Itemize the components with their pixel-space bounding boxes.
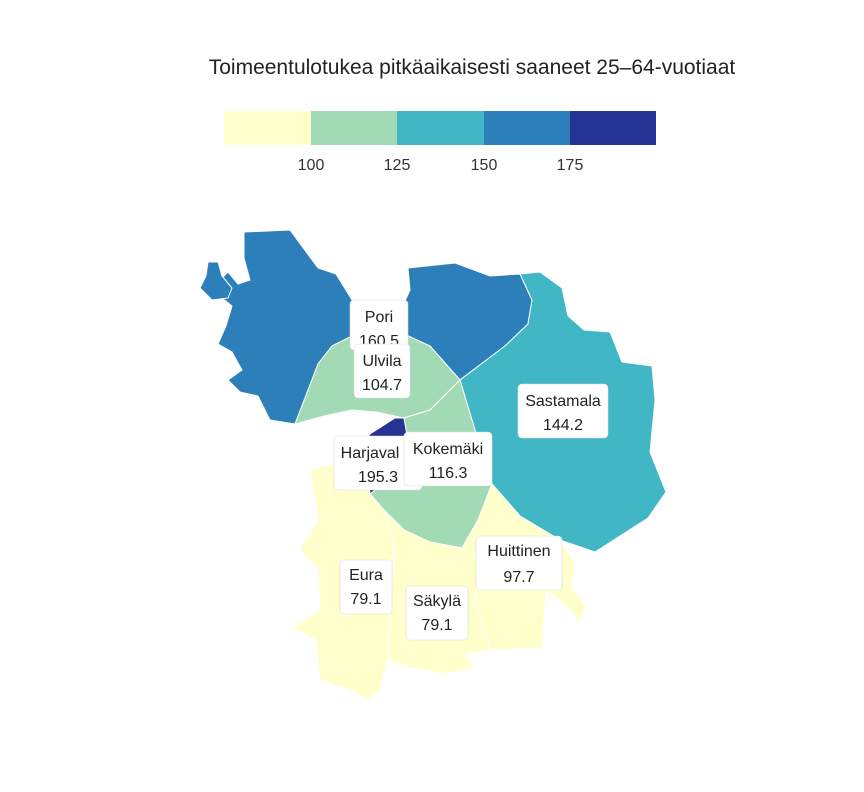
label-kokemaki: Kokemäki 116.3 (403, 431, 493, 487)
label-huittinen-value: 97.7 (503, 569, 534, 586)
label-kokemaki-value: 116.3 (429, 465, 468, 482)
legend-bin-1 (224, 111, 311, 145)
region-labels: Pori 160.5 Ulvila 104.7 Sastamala 144.2 … (333, 299, 609, 641)
label-sastamala: Sastamala 144.2 (517, 383, 609, 439)
label-sastamala-box (517, 383, 609, 439)
label-harjavalta: Harjaval 195.3 (333, 435, 423, 491)
label-kokemaki-box (403, 431, 493, 487)
legend-tick-150: 150 (471, 157, 498, 174)
legend-tick-175: 175 (557, 157, 584, 174)
label-pori-name: Pori (365, 309, 393, 326)
label-pori: Pori 160.5 (349, 299, 409, 351)
label-sakyla-box (405, 585, 469, 641)
color-legend: 100 125 150 175 (224, 111, 656, 174)
label-eura-box (339, 559, 393, 615)
legend-bin-5 (570, 111, 656, 145)
label-ulvila-box (353, 343, 411, 399)
legend-bin-3 (397, 111, 484, 145)
label-huittinen-box (475, 535, 563, 591)
label-ulvila-value: 104.7 (362, 377, 402, 394)
label-harjavalta-name: Harjaval (341, 445, 400, 462)
legend-bin-2 (311, 111, 397, 145)
map-title: Toimeentulotukea pitkäaikaisesti saaneet… (208, 56, 736, 79)
label-sakyla-name: Säkylä (413, 593, 461, 610)
label-kokemaki-name: Kokemäki (413, 441, 483, 458)
label-huittinen: Huittinen 97.7 (475, 535, 563, 591)
label-ulvila-name: Ulvila (362, 353, 401, 370)
label-harjavalta-value: 195.3 (358, 469, 398, 486)
label-ulvila: Ulvila 104.7 (353, 343, 411, 399)
legend-tick-100: 100 (298, 157, 325, 174)
label-sastamala-name: Sastamala (525, 393, 601, 410)
label-eura: Eura 79.1 (339, 559, 393, 615)
region-pori-island (199, 261, 233, 301)
legend-bin-4 (484, 111, 570, 145)
label-sakyla: Säkylä 79.1 (405, 585, 469, 641)
label-sakyla-value: 79.1 (421, 617, 452, 634)
label-eura-value: 79.1 (350, 591, 381, 608)
label-eura-name: Eura (349, 567, 383, 584)
label-sastamala-value: 144.2 (543, 417, 583, 434)
label-huittinen-name: Huittinen (487, 543, 550, 560)
legend-tick-125: 125 (384, 157, 411, 174)
